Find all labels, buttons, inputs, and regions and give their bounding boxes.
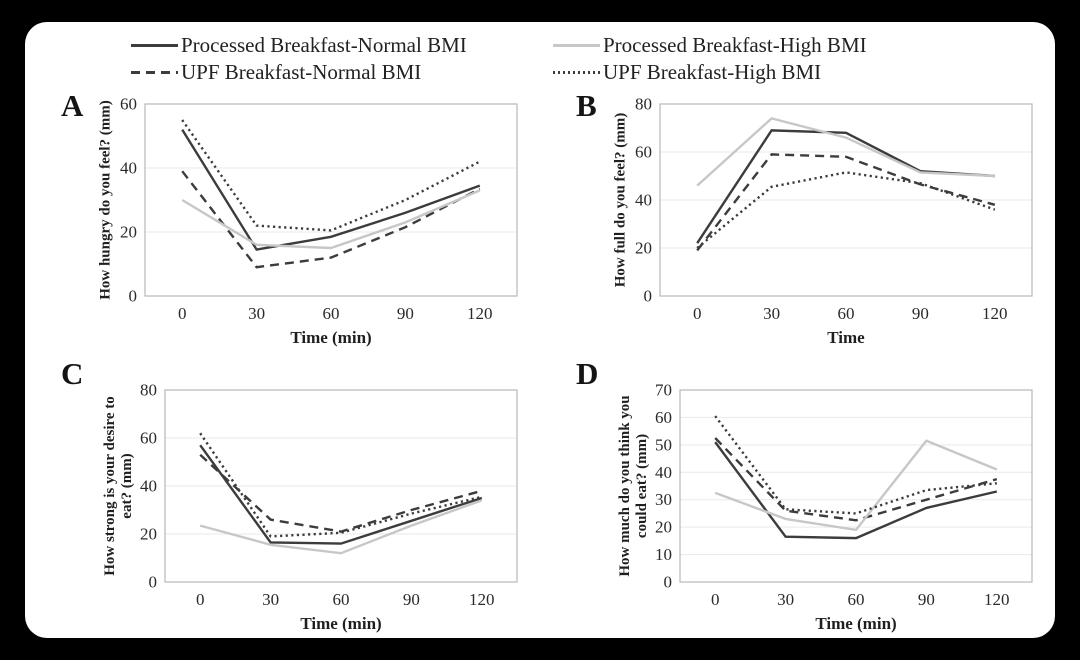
x-tick-label: 30 <box>248 304 265 323</box>
legend-label-processed-normal: Processed Breakfast-Normal BMI <box>181 33 467 57</box>
series-line-solid-dark <box>714 441 998 540</box>
y-tick-label: 40 <box>655 463 672 482</box>
y-tick-label: 50 <box>655 435 672 454</box>
series-line-solid-gray <box>714 439 998 532</box>
x-tick-label: 90 <box>918 590 935 609</box>
x-tick-label: 0 <box>711 590 720 609</box>
panel-a-plot: 0 20 40 60 0 30 60 90 120 Time (min) <box>120 96 518 347</box>
x-tick-label: 60 <box>838 304 855 323</box>
series-line-solid-gray <box>696 117 995 187</box>
y-tick-label: 60 <box>120 96 137 114</box>
x-axis-title: Time <box>827 328 865 347</box>
series-line-solid-gray <box>181 189 481 250</box>
plot-border <box>679 389 1033 583</box>
y-tick-label: 20 <box>120 223 137 242</box>
legend-item-upf-normal: UPF Breakfast-Normal BMI <box>131 59 553 86</box>
chart-legend: Processed Breakfast-Normal BMI Processed… <box>131 32 867 86</box>
series-line-dashed-dark <box>714 437 998 522</box>
dashed-line-sample-icon <box>131 71 178 74</box>
y-tick-label: 0 <box>129 287 138 306</box>
panel-d-letter: D <box>576 356 599 391</box>
y-tick-label: 10 <box>655 545 672 564</box>
x-tick-label: 0 <box>693 304 702 323</box>
panel-b: B How full do you feel? (mm) 0 20 40 60 80 0 3… <box>540 88 1055 364</box>
panel-c: C How strong is your desire to eat? (mm)… <box>25 358 540 638</box>
solid-dark-line-sample-icon <box>131 44 178 47</box>
x-tick-label: 120 <box>982 304 1008 323</box>
legend-item-upf-high: UPF Breakfast-High BMI <box>553 59 867 86</box>
x-tick-label: 120 <box>467 304 493 323</box>
x-tick-label: 90 <box>397 304 414 323</box>
x-axis-title: Time (min) <box>300 614 381 633</box>
legend-item-processed-normal: Processed Breakfast-Normal BMI <box>131 32 553 59</box>
y-tick-label: 0 <box>149 573 158 592</box>
panel-a-letter: A <box>61 88 84 123</box>
x-tick-label: 120 <box>984 590 1010 609</box>
legend-label-processed-high: Processed Breakfast-High BMI <box>603 33 867 57</box>
series-line-dashed-dark <box>181 170 481 269</box>
series-line-dotted-dark <box>696 171 996 249</box>
x-tick-label: 30 <box>262 590 279 609</box>
solid-gray-line-sample-icon <box>553 44 600 47</box>
y-tick-label: 80 <box>635 96 652 114</box>
x-tick-label: 60 <box>333 590 350 609</box>
plot-border <box>164 389 518 583</box>
y-tick-label: 60 <box>655 408 672 427</box>
y-tick-label: 40 <box>140 477 157 496</box>
y-tick-label: 60 <box>140 429 157 448</box>
y-tick-label: 70 <box>655 382 672 400</box>
panel-b-plot: 0 20 40 60 80 0 30 60 90 120 Time <box>635 96 1033 347</box>
y-tick-label: 20 <box>635 239 652 258</box>
x-tick-label: 30 <box>777 590 794 609</box>
y-tick-label: 20 <box>140 525 157 544</box>
legend-item-processed-high: Processed Breakfast-High BMI <box>553 32 867 59</box>
plot-border <box>144 103 518 297</box>
panels-grid: A How hungry do you feel? (mm) 0 20 40 60 0 3… <box>25 88 1055 638</box>
x-axis-title: Time (min) <box>815 614 896 633</box>
panel-a: A How hungry do you feel? (mm) 0 20 40 60 0 3… <box>25 88 540 364</box>
legend-label-upf-high: UPF Breakfast-High BMI <box>603 60 822 84</box>
y-tick-label: 0 <box>644 287 653 306</box>
series-line-dotted-dark <box>181 119 481 232</box>
series-line-solid-dark <box>199 444 483 545</box>
y-tick-label: 40 <box>635 191 652 210</box>
panel-d: D How much do you think you could eat? (… <box>540 358 1055 638</box>
series-line-solid-dark <box>696 129 995 244</box>
y-tick-label: 20 <box>655 518 672 537</box>
figure-card: Processed Breakfast-Normal BMI Processed… <box>25 22 1055 638</box>
x-tick-label: 90 <box>912 304 929 323</box>
panel-d-plot: 0 10 20 30 40 50 60 70 0 30 60 90 120 Time (min) <box>655 382 1033 633</box>
x-tick-label: 30 <box>763 304 780 323</box>
plot-border <box>659 103 1033 297</box>
x-tick-label: 120 <box>469 590 495 609</box>
x-axis-title: Time (min) <box>290 328 371 347</box>
y-tick-label: 0 <box>664 573 673 592</box>
x-tick-label: 60 <box>848 590 865 609</box>
x-tick-label: 60 <box>323 304 340 323</box>
series-line-solid-gray <box>199 499 483 555</box>
series-line-dashed-dark <box>199 453 483 533</box>
y-tick-label: 60 <box>635 143 652 162</box>
panel-c-letter: C <box>61 356 84 391</box>
series-line-solid-dark <box>181 128 481 251</box>
series-line-dashed-dark <box>696 153 996 252</box>
x-tick-label: 90 <box>403 590 420 609</box>
panel-c-plot: 0 20 40 60 80 0 30 60 90 120 Time (min) <box>140 382 518 633</box>
series-line-dotted-dark <box>199 432 483 538</box>
x-tick-label: 0 <box>178 304 187 323</box>
y-tick-label: 40 <box>120 159 137 178</box>
legend-label-upf-normal: UPF Breakfast-Normal BMI <box>181 60 422 84</box>
panel-b-letter: B <box>576 88 597 123</box>
dotted-line-sample-icon <box>553 71 600 74</box>
x-tick-label: 0 <box>196 590 205 609</box>
y-tick-label: 80 <box>140 382 157 400</box>
y-tick-label: 30 <box>655 490 672 509</box>
